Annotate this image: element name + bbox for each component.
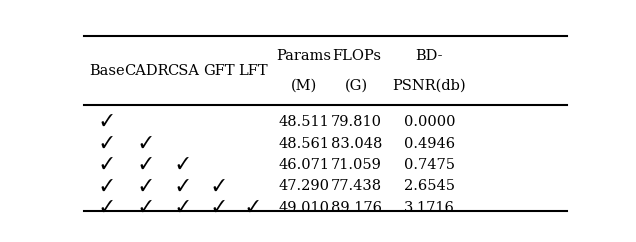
Text: ✓: ✓ bbox=[140, 136, 152, 152]
Text: GFT: GFT bbox=[203, 63, 234, 77]
Text: ✓: ✓ bbox=[100, 136, 113, 152]
Text: ✓: ✓ bbox=[177, 200, 190, 216]
Text: ✓: ✓ bbox=[140, 157, 152, 173]
Text: 83.048: 83.048 bbox=[331, 137, 382, 151]
Text: Base: Base bbox=[89, 63, 125, 77]
Text: CADR: CADR bbox=[124, 63, 169, 77]
Text: CSA: CSA bbox=[167, 63, 199, 77]
Text: 0.0000: 0.0000 bbox=[404, 115, 455, 129]
Text: FLOPs: FLOPs bbox=[332, 49, 381, 63]
Text: 79.810: 79.810 bbox=[331, 115, 382, 129]
Text: ✓: ✓ bbox=[100, 200, 113, 216]
Text: 48.561: 48.561 bbox=[279, 137, 329, 151]
Text: ✓: ✓ bbox=[140, 200, 152, 216]
Text: ✓: ✓ bbox=[177, 157, 190, 173]
Text: Params: Params bbox=[276, 49, 331, 63]
Text: LFT: LFT bbox=[238, 63, 268, 77]
Text: ✓: ✓ bbox=[212, 179, 225, 195]
Text: (M): (M) bbox=[291, 78, 317, 92]
Text: 71.059: 71.059 bbox=[331, 158, 382, 172]
Text: 48.511: 48.511 bbox=[279, 115, 329, 129]
Text: 0.7475: 0.7475 bbox=[404, 158, 455, 172]
Text: 89.176: 89.176 bbox=[331, 201, 382, 215]
Text: ✓: ✓ bbox=[247, 200, 259, 216]
Text: ✓: ✓ bbox=[100, 179, 113, 195]
Text: ✓: ✓ bbox=[100, 157, 113, 173]
Text: 49.010: 49.010 bbox=[279, 201, 329, 215]
Text: ✓: ✓ bbox=[100, 114, 113, 130]
Text: 46.071: 46.071 bbox=[279, 158, 329, 172]
Text: 0.4946: 0.4946 bbox=[404, 137, 455, 151]
Text: 47.290: 47.290 bbox=[279, 180, 329, 194]
Text: 3.1716: 3.1716 bbox=[404, 201, 455, 215]
Text: ✓: ✓ bbox=[177, 179, 190, 195]
Text: 77.438: 77.438 bbox=[331, 180, 382, 194]
Text: (G): (G) bbox=[345, 78, 368, 92]
Text: PSNR(db): PSNR(db) bbox=[392, 78, 466, 92]
Text: ✓: ✓ bbox=[140, 179, 152, 195]
Text: BD-: BD- bbox=[416, 49, 443, 63]
Text: ✓: ✓ bbox=[212, 200, 225, 216]
Text: 2.6545: 2.6545 bbox=[404, 180, 455, 194]
